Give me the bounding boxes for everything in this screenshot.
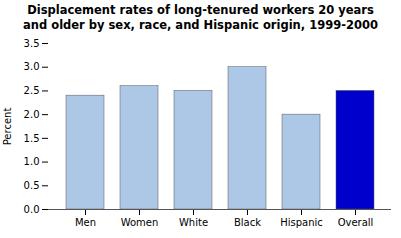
svg-text:Men: Men <box>75 217 96 228</box>
svg-text:White: White <box>179 217 208 228</box>
svg-text:Overall: Overall <box>338 217 374 228</box>
svg-text:Hispanic: Hispanic <box>280 217 323 228</box>
svg-text:Black: Black <box>234 217 261 228</box>
svg-text:Women: Women <box>121 217 159 228</box>
svg-text:3.5: 3.5 <box>24 38 40 49</box>
svg-text:2.5: 2.5 <box>24 85 40 96</box>
svg-text:0.5: 0.5 <box>24 180 40 191</box>
svg-text:1.0: 1.0 <box>24 156 40 167</box>
svg-text:1.5: 1.5 <box>24 133 40 144</box>
svg-text:2.0: 2.0 <box>24 109 40 120</box>
svg-text:3.0: 3.0 <box>24 61 40 72</box>
html-text:Displacement rates of long-ten: Displacement rates of long-tenured worke… <box>23 3 378 32</box>
svg-text:0.0: 0.0 <box>24 204 40 215</box>
svg-text:Percent: Percent <box>2 108 13 146</box>
